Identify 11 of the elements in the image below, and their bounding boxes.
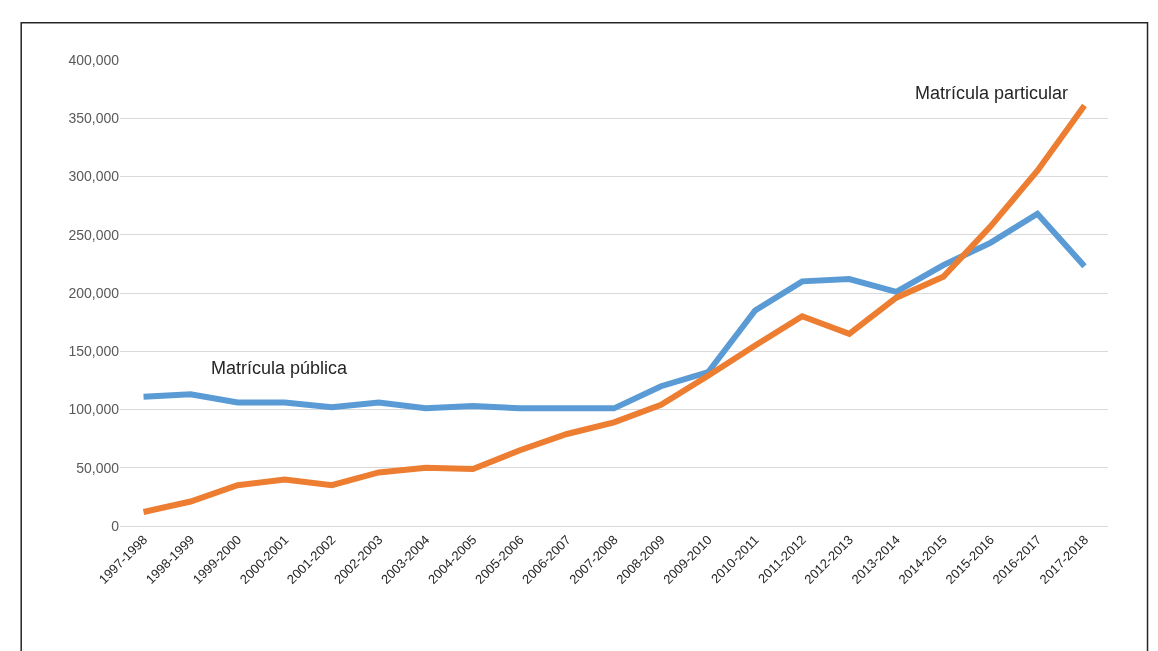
y-tick-label: 400,000	[68, 51, 120, 68]
y-tick-label: 200,000	[68, 284, 120, 301]
series-label: Matrícula pública	[211, 358, 349, 378]
y-tick-label: 250,000	[68, 226, 120, 243]
y-tick-label: 50,000	[76, 459, 120, 476]
y-tick-label: 100,000	[68, 401, 120, 418]
y-tick-label: 300,000	[68, 168, 120, 185]
y-tick-label: 350,000	[68, 110, 120, 127]
series-label: Matrícula particular	[915, 83, 1069, 103]
y-tick-label: 0	[111, 517, 120, 534]
y-tick-label: 150,000	[68, 343, 120, 360]
